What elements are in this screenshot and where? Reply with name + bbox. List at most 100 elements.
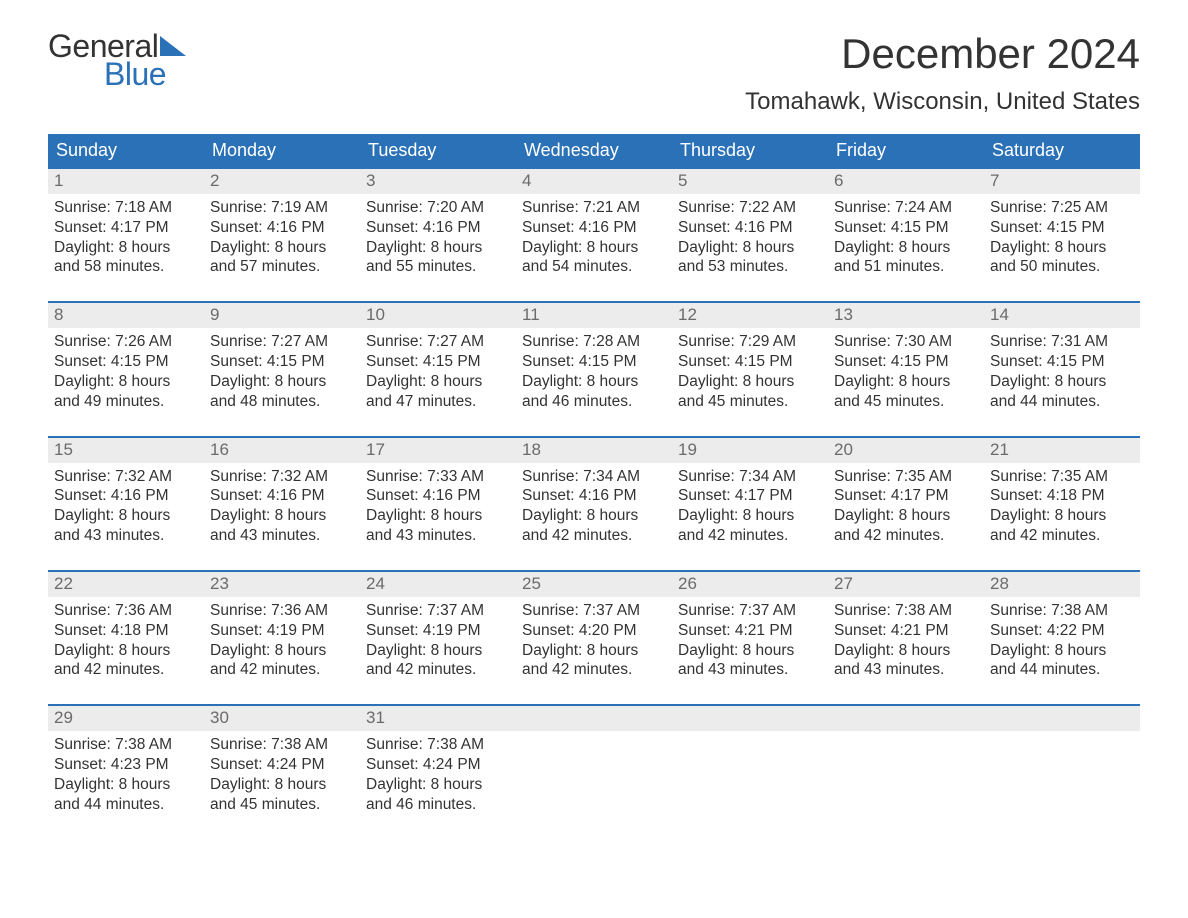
sunrise-text: Sunrise: 7:35 AM [990, 467, 1134, 487]
day-cell [516, 705, 672, 838]
empty-day-number [516, 706, 672, 731]
day-cell: 20Sunrise: 7:35 AMSunset: 4:17 PMDayligh… [828, 437, 984, 571]
day-body: Sunrise: 7:30 AMSunset: 4:15 PMDaylight:… [828, 328, 984, 435]
sunset-text: Sunset: 4:23 PM [54, 755, 198, 775]
day-number: 2 [204, 169, 360, 194]
day-number: 25 [516, 572, 672, 597]
day-body: Sunrise: 7:24 AMSunset: 4:15 PMDaylight:… [828, 194, 984, 301]
day-number: 10 [360, 303, 516, 328]
day-cell: 8Sunrise: 7:26 AMSunset: 4:15 PMDaylight… [48, 302, 204, 436]
sunrise-text: Sunrise: 7:28 AM [522, 332, 666, 352]
day-cell: 29Sunrise: 7:38 AMSunset: 4:23 PMDayligh… [48, 705, 204, 838]
sunrise-text: Sunrise: 7:37 AM [522, 601, 666, 621]
day-number: 23 [204, 572, 360, 597]
empty-day-body [984, 731, 1140, 827]
sunset-text: Sunset: 4:19 PM [210, 621, 354, 641]
day-number: 21 [984, 438, 1140, 463]
sunset-text: Sunset: 4:15 PM [834, 218, 978, 238]
day-cell: 31Sunrise: 7:38 AMSunset: 4:24 PMDayligh… [360, 705, 516, 838]
sunrise-text: Sunrise: 7:19 AM [210, 198, 354, 218]
sunrise-text: Sunrise: 7:30 AM [834, 332, 978, 352]
location-subtitle: Tomahawk, Wisconsin, United States [745, 88, 1140, 116]
day-body: Sunrise: 7:28 AMSunset: 4:15 PMDaylight:… [516, 328, 672, 435]
day-cell: 26Sunrise: 7:37 AMSunset: 4:21 PMDayligh… [672, 571, 828, 705]
sunset-text: Sunset: 4:16 PM [366, 486, 510, 506]
sunrise-text: Sunrise: 7:38 AM [54, 735, 198, 755]
day-number: 6 [828, 169, 984, 194]
sunrise-text: Sunrise: 7:29 AM [678, 332, 822, 352]
day-body: Sunrise: 7:37 AMSunset: 4:20 PMDaylight:… [516, 597, 672, 704]
day-body: Sunrise: 7:18 AMSunset: 4:17 PMDaylight:… [48, 194, 204, 301]
day-cell: 24Sunrise: 7:37 AMSunset: 4:19 PMDayligh… [360, 571, 516, 705]
day-cell: 6Sunrise: 7:24 AMSunset: 4:15 PMDaylight… [828, 168, 984, 302]
week-row: 1Sunrise: 7:18 AMSunset: 4:17 PMDaylight… [48, 168, 1140, 302]
weekday-header: Thursday [672, 134, 828, 168]
sunset-text: Sunset: 4:22 PM [990, 621, 1134, 641]
day-number: 13 [828, 303, 984, 328]
sunset-text: Sunset: 4:16 PM [210, 486, 354, 506]
sunrise-text: Sunrise: 7:34 AM [678, 467, 822, 487]
weekday-header: Friday [828, 134, 984, 168]
daylight-text: Daylight: 8 hours and 42 minutes. [990, 506, 1134, 546]
day-cell [828, 705, 984, 838]
day-cell: 14Sunrise: 7:31 AMSunset: 4:15 PMDayligh… [984, 302, 1140, 436]
day-number: 27 [828, 572, 984, 597]
sunrise-text: Sunrise: 7:21 AM [522, 198, 666, 218]
daylight-text: Daylight: 8 hours and 49 minutes. [54, 372, 198, 412]
sunset-text: Sunset: 4:24 PM [210, 755, 354, 775]
weekday-header: Tuesday [360, 134, 516, 168]
day-number: 14 [984, 303, 1140, 328]
day-number: 31 [360, 706, 516, 731]
daylight-text: Daylight: 8 hours and 43 minutes. [834, 641, 978, 681]
sunrise-text: Sunrise: 7:20 AM [366, 198, 510, 218]
sunset-text: Sunset: 4:21 PM [678, 621, 822, 641]
brand-logo: General Blue [48, 30, 186, 90]
sunset-text: Sunset: 4:16 PM [678, 218, 822, 238]
sunset-text: Sunset: 4:15 PM [990, 352, 1134, 372]
day-number: 9 [204, 303, 360, 328]
sunrise-text: Sunrise: 7:36 AM [54, 601, 198, 621]
sunset-text: Sunset: 4:15 PM [678, 352, 822, 372]
sunrise-text: Sunrise: 7:27 AM [366, 332, 510, 352]
daylight-text: Daylight: 8 hours and 42 minutes. [834, 506, 978, 546]
sunrise-text: Sunrise: 7:35 AM [834, 467, 978, 487]
daylight-text: Daylight: 8 hours and 54 minutes. [522, 238, 666, 278]
day-number: 24 [360, 572, 516, 597]
sunrise-text: Sunrise: 7:22 AM [678, 198, 822, 218]
day-body: Sunrise: 7:38 AMSunset: 4:22 PMDaylight:… [984, 597, 1140, 704]
sunset-text: Sunset: 4:16 PM [54, 486, 198, 506]
daylight-text: Daylight: 8 hours and 42 minutes. [522, 641, 666, 681]
sunset-text: Sunset: 4:20 PM [522, 621, 666, 641]
daylight-text: Daylight: 8 hours and 42 minutes. [678, 506, 822, 546]
sunrise-text: Sunrise: 7:38 AM [210, 735, 354, 755]
sunrise-text: Sunrise: 7:33 AM [366, 467, 510, 487]
daylight-text: Daylight: 8 hours and 46 minutes. [522, 372, 666, 412]
weekday-header: Monday [204, 134, 360, 168]
daylight-text: Daylight: 8 hours and 42 minutes. [210, 641, 354, 681]
day-cell: 15Sunrise: 7:32 AMSunset: 4:16 PMDayligh… [48, 437, 204, 571]
day-body: Sunrise: 7:38 AMSunset: 4:21 PMDaylight:… [828, 597, 984, 704]
daylight-text: Daylight: 8 hours and 46 minutes. [366, 775, 510, 815]
day-body: Sunrise: 7:35 AMSunset: 4:18 PMDaylight:… [984, 463, 1140, 570]
day-number: 15 [48, 438, 204, 463]
day-number: 19 [672, 438, 828, 463]
sunset-text: Sunset: 4:15 PM [522, 352, 666, 372]
day-body: Sunrise: 7:37 AMSunset: 4:19 PMDaylight:… [360, 597, 516, 704]
weekday-header-row: Sunday Monday Tuesday Wednesday Thursday… [48, 134, 1140, 168]
daylight-text: Daylight: 8 hours and 45 minutes. [210, 775, 354, 815]
title-block: December 2024 Tomahawk, Wisconsin, Unite… [745, 30, 1140, 130]
daylight-text: Daylight: 8 hours and 43 minutes. [210, 506, 354, 546]
day-body: Sunrise: 7:25 AMSunset: 4:15 PMDaylight:… [984, 194, 1140, 301]
sunset-text: Sunset: 4:15 PM [990, 218, 1134, 238]
brand-blue: Blue [104, 58, 186, 90]
sunrise-text: Sunrise: 7:27 AM [210, 332, 354, 352]
day-cell: 18Sunrise: 7:34 AMSunset: 4:16 PMDayligh… [516, 437, 672, 571]
sunset-text: Sunset: 4:17 PM [834, 486, 978, 506]
week-row: 15Sunrise: 7:32 AMSunset: 4:16 PMDayligh… [48, 437, 1140, 571]
day-cell: 28Sunrise: 7:38 AMSunset: 4:22 PMDayligh… [984, 571, 1140, 705]
empty-day-body [672, 731, 828, 827]
daylight-text: Daylight: 8 hours and 43 minutes. [678, 641, 822, 681]
daylight-text: Daylight: 8 hours and 42 minutes. [366, 641, 510, 681]
day-cell: 11Sunrise: 7:28 AMSunset: 4:15 PMDayligh… [516, 302, 672, 436]
day-body: Sunrise: 7:29 AMSunset: 4:15 PMDaylight:… [672, 328, 828, 435]
